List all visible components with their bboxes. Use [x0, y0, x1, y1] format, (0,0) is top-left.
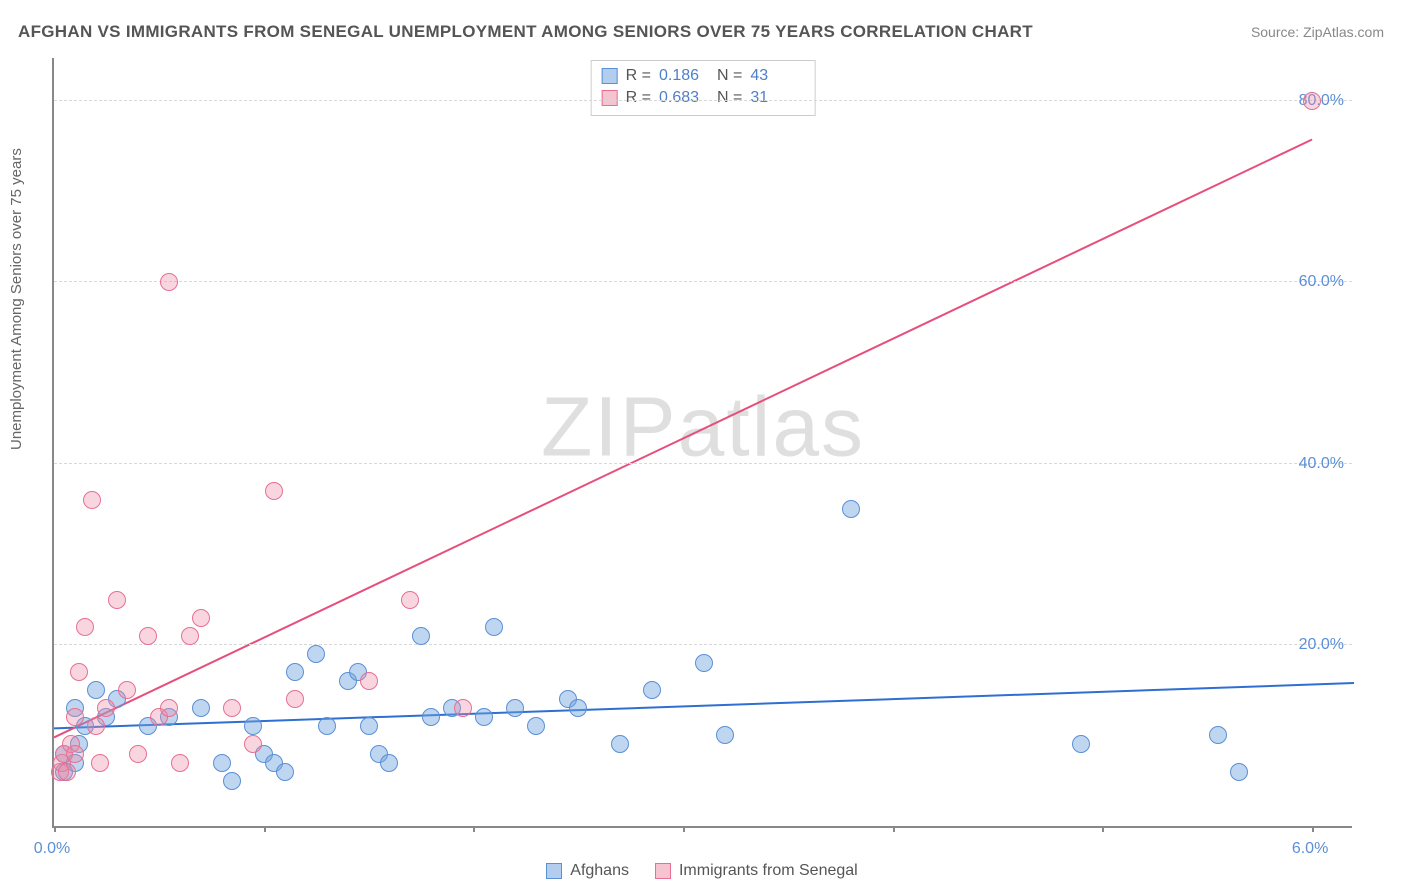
source-label: Source:	[1251, 24, 1303, 40]
n-value-afghans: 43	[750, 65, 800, 87]
data-point	[475, 708, 493, 726]
trend-line	[54, 140, 1312, 738]
data-point	[70, 663, 88, 681]
data-point	[318, 717, 336, 735]
data-point	[643, 681, 661, 699]
data-point	[91, 754, 109, 772]
r-value-senegal: 0.683	[659, 87, 709, 109]
r-label: R =	[626, 65, 651, 87]
data-point	[716, 726, 734, 744]
data-point	[160, 699, 178, 717]
data-point	[422, 708, 440, 726]
data-point	[83, 491, 101, 509]
r-value-afghans: 0.186	[659, 65, 709, 87]
data-point	[506, 699, 524, 717]
n-value-senegal: 31	[750, 87, 800, 109]
data-point	[87, 717, 105, 735]
chart-container: AFGHAN VS IMMIGRANTS FROM SENEGAL UNEMPL…	[0, 0, 1406, 892]
gridline-h	[54, 281, 1352, 282]
data-point	[66, 745, 84, 763]
stats-row-afghans: R = 0.186 N = 43	[602, 65, 801, 87]
data-point	[1072, 735, 1090, 753]
data-point	[181, 627, 199, 645]
data-point	[265, 482, 283, 500]
data-point	[276, 763, 294, 781]
legend-label-senegal: Immigrants from Senegal	[679, 862, 858, 880]
trend-lines-svg	[54, 58, 1354, 828]
data-point	[244, 717, 262, 735]
y-tick-label: 40.0%	[1299, 455, 1344, 473]
data-point	[129, 745, 147, 763]
n-label: N =	[717, 65, 742, 87]
x-tick	[893, 826, 895, 832]
gridline-h	[54, 463, 1352, 464]
data-point	[454, 699, 472, 717]
y-tick-label: 20.0%	[1299, 636, 1344, 654]
data-point	[97, 699, 115, 717]
data-point	[223, 772, 241, 790]
correlation-stats-box: R = 0.186 N = 43 R = 0.683 N = 31	[591, 60, 816, 116]
swatch-blue-icon	[546, 863, 562, 879]
data-point	[360, 717, 378, 735]
data-point	[139, 627, 157, 645]
plot-area: ZIPatlas R = 0.186 N = 43 R = 0.683 N = …	[52, 58, 1352, 828]
x-tick-label: 0.0%	[34, 840, 70, 858]
legend-item-afghans: Afghans	[546, 862, 629, 880]
data-point	[842, 500, 860, 518]
data-point	[223, 699, 241, 717]
swatch-blue-icon	[602, 68, 618, 84]
data-point	[171, 754, 189, 772]
legend: Afghans Immigrants from Senegal	[52, 862, 1352, 880]
source-attribution: Source: ZipAtlas.com	[1251, 24, 1384, 40]
data-point	[380, 754, 398, 772]
x-tick	[1312, 826, 1314, 832]
data-point	[401, 591, 419, 609]
data-point	[58, 763, 76, 781]
gridline-h	[54, 100, 1352, 101]
x-tick	[1102, 826, 1104, 832]
data-point	[66, 708, 84, 726]
data-point	[611, 735, 629, 753]
data-point	[87, 681, 105, 699]
data-point	[485, 618, 503, 636]
data-point	[307, 645, 325, 663]
x-tick	[264, 826, 266, 832]
data-point	[192, 699, 210, 717]
y-tick-label: 60.0%	[1299, 273, 1344, 291]
legend-label-afghans: Afghans	[570, 862, 629, 880]
data-point	[569, 699, 587, 717]
data-point	[286, 690, 304, 708]
swatch-pink-icon	[655, 863, 671, 879]
gridline-h	[54, 644, 1352, 645]
x-tick	[683, 826, 685, 832]
data-point	[108, 591, 126, 609]
swatch-pink-icon	[602, 90, 618, 106]
data-point	[192, 609, 210, 627]
data-point	[213, 754, 231, 772]
data-point	[360, 672, 378, 690]
y-axis-label: Unemployment Among Seniors over 75 years	[8, 148, 25, 450]
data-point	[1209, 726, 1227, 744]
r-label: R =	[626, 87, 651, 109]
chart-title: AFGHAN VS IMMIGRANTS FROM SENEGAL UNEMPL…	[18, 22, 1033, 42]
data-point	[527, 717, 545, 735]
data-point	[1303, 92, 1321, 110]
n-label: N =	[717, 87, 742, 109]
data-point	[695, 654, 713, 672]
data-point	[76, 618, 94, 636]
data-point	[1230, 763, 1248, 781]
stats-row-senegal: R = 0.683 N = 31	[602, 87, 801, 109]
x-tick-label: 6.0%	[1292, 840, 1328, 858]
data-point	[160, 273, 178, 291]
data-point	[118, 681, 136, 699]
x-tick	[473, 826, 475, 832]
source-value: ZipAtlas.com	[1303, 24, 1384, 40]
data-point	[286, 663, 304, 681]
data-point	[412, 627, 430, 645]
x-tick	[54, 826, 56, 832]
legend-item-senegal: Immigrants from Senegal	[655, 862, 858, 880]
data-point	[244, 735, 262, 753]
